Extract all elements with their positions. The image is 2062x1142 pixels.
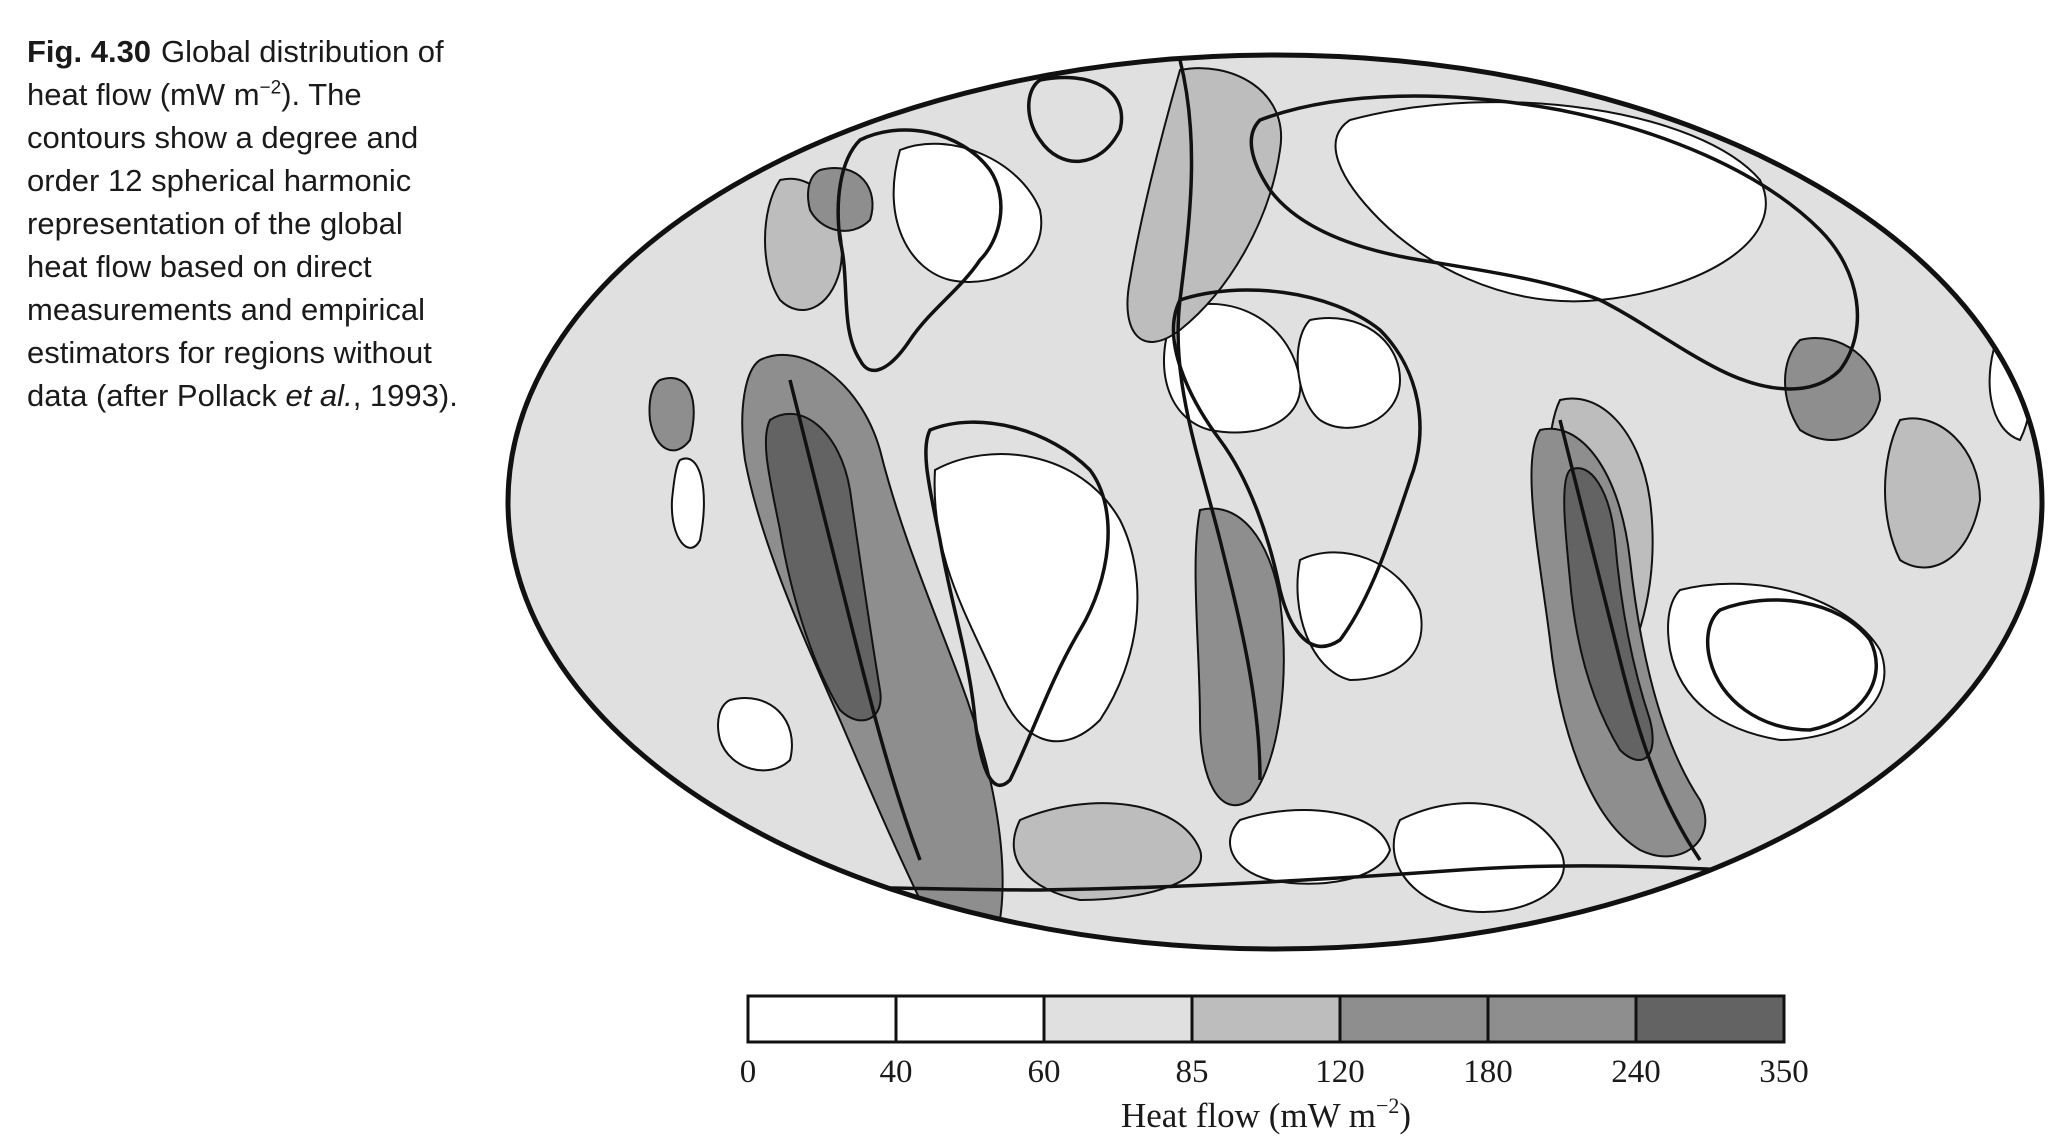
contour-mid-heat-mid-atlantic-north: [1126, 67, 1283, 343]
caption-text-main: Global distribution of heat flow (mW m: [27, 34, 444, 112]
contour-mid-heat-southwest-pacific: [1884, 417, 1982, 569]
heat-flow-colorbar: 0 40 60 85 120 180 240 350 Heat flow (mW m−2): [740, 994, 1809, 1135]
colorbar-segment: [1190, 994, 1342, 1044]
contour-low-heat-north-america: [892, 142, 1043, 283]
contour-low-heat-pacific-island: [670, 457, 705, 549]
plate-boundary-indian: [1558, 419, 1702, 861]
colorbar-segment: [746, 994, 898, 1044]
caption-text-end: , 1993).: [352, 378, 458, 413]
contour-low-heat-north-eurasia: [1334, 101, 1767, 303]
contour-low-heat-southern-africa: [1296, 551, 1423, 682]
colorbar-tick-label: 85: [1176, 1054, 1209, 1090]
coastline-south-america: [924, 420, 1110, 788]
figure-caption: Fig. 4.30 Global distribution of heat flo…: [27, 30, 467, 417]
caption-superscript: −2: [259, 77, 282, 99]
contour-high-heat-pacific-west: [648, 377, 695, 452]
colorbar-tick-label: 120: [1315, 1054, 1365, 1090]
contour-low-heat-australia: [1667, 582, 1886, 742]
coastline-australia: [1706, 598, 1878, 732]
colorbar-tick-label: 40: [880, 1054, 913, 1090]
contour-low-heat-south-pacific: [717, 697, 793, 772]
colorbar-segment: [894, 994, 1046, 1044]
colorbar-tick-label: 0: [740, 1054, 757, 1090]
heat-flow-contours: [648, 67, 2032, 921]
plate-boundary-east-pacific: [788, 379, 922, 861]
contour-low-heat-south-america: [933, 453, 1139, 743]
coastline-north-america: [836, 128, 1003, 373]
coastline-africa: [1171, 288, 1422, 648]
contour-high-heat-mid-atlantic-south: [1194, 507, 1285, 807]
colorbar-segment: [1042, 994, 1194, 1044]
colorbar-tick-label: 240: [1611, 1054, 1661, 1090]
colorbar-title: Heat flow (mW m−2): [1121, 1093, 1411, 1135]
colorbar-tick-label: 180: [1463, 1054, 1513, 1090]
contour-low-heat-south-atlantic: [1392, 802, 1565, 913]
colorbar-tick-label: 350: [1759, 1054, 1809, 1090]
caption-text-rest: ). The contours show a degree and order …: [27, 77, 432, 413]
colorbar-segment: [1634, 994, 1786, 1044]
colorbar-segment: [1338, 994, 1490, 1044]
plate-boundary-mid-atlantic: [1176, 59, 1262, 781]
heat-flow-map: [505, 52, 2045, 952]
contour-mid-heat-southern-ocean: [1012, 802, 1203, 902]
colorbar-tick-label: 60: [1028, 1054, 1061, 1090]
contour-low-heat-west-africa: [1162, 302, 1302, 434]
coastline-greenland: [1027, 75, 1124, 164]
contour-low-heat-central-africa: [1296, 317, 1402, 429]
coastline-eurasia: [1249, 94, 1860, 391]
figure-label: Fig. 4.30: [27, 34, 152, 69]
caption-italic: et al.: [285, 378, 353, 413]
globe-outline: [505, 52, 2045, 952]
colorbar-segment: [1486, 994, 1638, 1044]
